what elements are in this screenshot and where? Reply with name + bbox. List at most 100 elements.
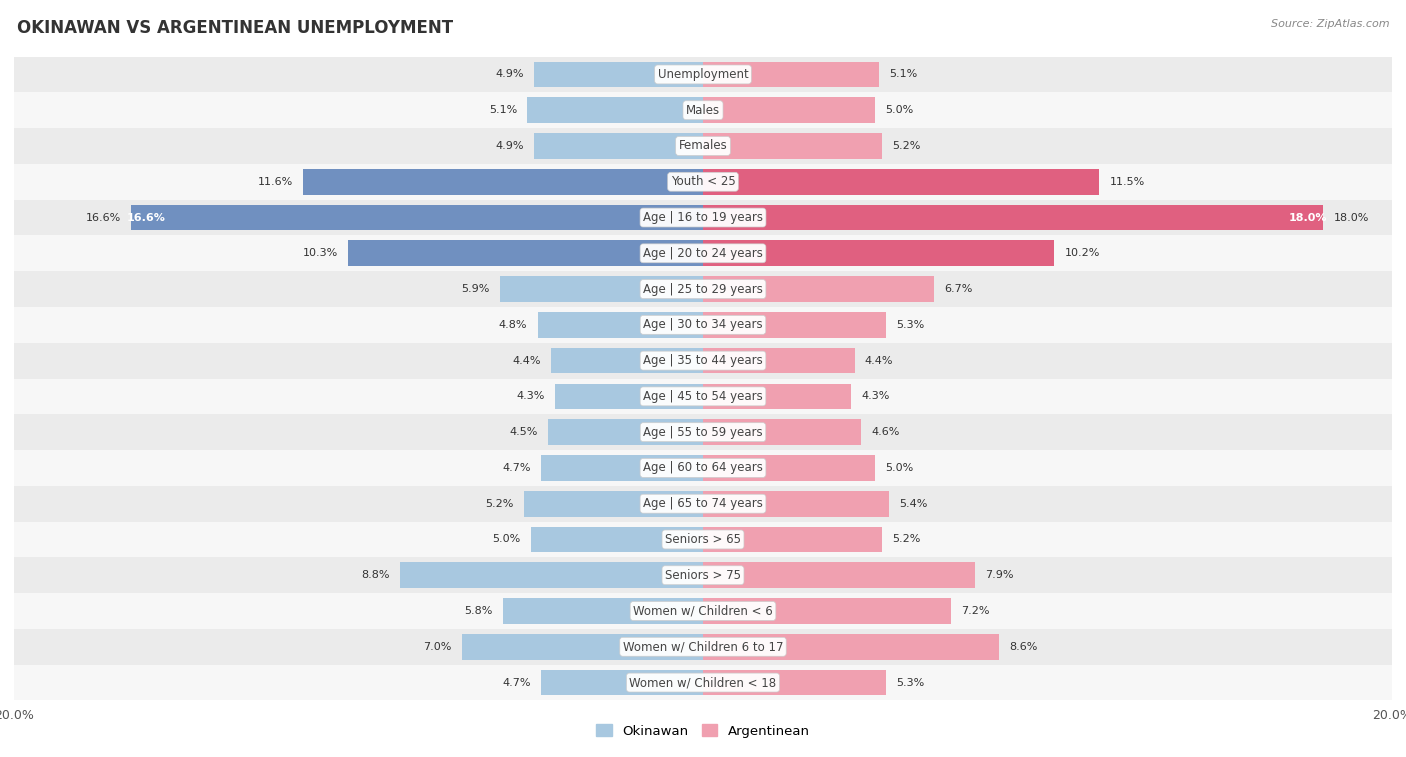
- Text: Age | 30 to 34 years: Age | 30 to 34 years: [643, 319, 763, 332]
- Text: 16.6%: 16.6%: [86, 213, 121, 223]
- Bar: [14, 128, 1392, 164]
- Bar: [541, 670, 703, 696]
- Text: 7.0%: 7.0%: [423, 642, 451, 652]
- Bar: [527, 98, 703, 123]
- Text: Age | 55 to 59 years: Age | 55 to 59 years: [643, 425, 763, 438]
- Text: 5.0%: 5.0%: [886, 105, 914, 115]
- Bar: [14, 522, 1392, 557]
- Bar: [703, 276, 934, 302]
- Text: 5.3%: 5.3%: [896, 678, 924, 687]
- Bar: [14, 92, 1392, 128]
- Text: Unemployment: Unemployment: [658, 68, 748, 81]
- Bar: [14, 307, 1392, 343]
- Text: 4.6%: 4.6%: [872, 427, 900, 437]
- Bar: [14, 629, 1392, 665]
- Text: 4.7%: 4.7%: [502, 678, 531, 687]
- Bar: [703, 204, 1323, 230]
- Bar: [703, 419, 862, 445]
- Text: Women w/ Children < 18: Women w/ Children < 18: [630, 676, 776, 689]
- Bar: [131, 204, 703, 230]
- Text: Females: Females: [679, 139, 727, 152]
- Text: 5.2%: 5.2%: [485, 499, 513, 509]
- Text: 7.9%: 7.9%: [986, 570, 1014, 580]
- Text: Women w/ Children 6 to 17: Women w/ Children 6 to 17: [623, 640, 783, 653]
- Bar: [14, 200, 1392, 235]
- Bar: [703, 169, 1099, 195]
- Bar: [703, 133, 882, 159]
- Text: 4.9%: 4.9%: [495, 70, 524, 79]
- Bar: [304, 169, 703, 195]
- Text: 7.2%: 7.2%: [962, 606, 990, 616]
- Text: Source: ZipAtlas.com: Source: ZipAtlas.com: [1271, 19, 1389, 29]
- Text: 11.6%: 11.6%: [257, 177, 292, 187]
- Bar: [551, 347, 703, 373]
- Bar: [703, 527, 882, 553]
- Text: Age | 16 to 19 years: Age | 16 to 19 years: [643, 211, 763, 224]
- Text: Women w/ Children < 6: Women w/ Children < 6: [633, 605, 773, 618]
- Text: 10.2%: 10.2%: [1064, 248, 1099, 258]
- Text: Seniors > 75: Seniors > 75: [665, 569, 741, 581]
- Text: Age | 60 to 64 years: Age | 60 to 64 years: [643, 462, 763, 475]
- Text: 5.8%: 5.8%: [464, 606, 494, 616]
- Bar: [461, 634, 703, 659]
- Bar: [703, 670, 886, 696]
- Text: OKINAWAN VS ARGENTINEAN UNEMPLOYMENT: OKINAWAN VS ARGENTINEAN UNEMPLOYMENT: [17, 19, 453, 37]
- Text: 5.2%: 5.2%: [893, 141, 921, 151]
- Bar: [703, 455, 875, 481]
- Bar: [703, 491, 889, 516]
- Bar: [14, 378, 1392, 414]
- Bar: [703, 347, 855, 373]
- Text: 6.7%: 6.7%: [945, 284, 973, 294]
- Text: 5.0%: 5.0%: [886, 463, 914, 473]
- Bar: [524, 491, 703, 516]
- Text: 4.3%: 4.3%: [862, 391, 890, 401]
- Text: Age | 45 to 54 years: Age | 45 to 54 years: [643, 390, 763, 403]
- Bar: [14, 557, 1392, 593]
- Text: Youth < 25: Youth < 25: [671, 176, 735, 188]
- Bar: [499, 276, 703, 302]
- Text: 4.3%: 4.3%: [516, 391, 544, 401]
- Text: 5.3%: 5.3%: [896, 320, 924, 330]
- Bar: [531, 527, 703, 553]
- Bar: [14, 414, 1392, 450]
- Text: 5.0%: 5.0%: [492, 534, 520, 544]
- Bar: [534, 133, 703, 159]
- Text: Age | 25 to 29 years: Age | 25 to 29 years: [643, 282, 763, 295]
- Text: 10.3%: 10.3%: [302, 248, 337, 258]
- Text: Age | 20 to 24 years: Age | 20 to 24 years: [643, 247, 763, 260]
- Text: 4.9%: 4.9%: [495, 141, 524, 151]
- Text: 4.4%: 4.4%: [513, 356, 541, 366]
- Text: 8.8%: 8.8%: [361, 570, 389, 580]
- Bar: [548, 419, 703, 445]
- Bar: [14, 57, 1392, 92]
- Bar: [703, 598, 950, 624]
- Text: 5.2%: 5.2%: [893, 534, 921, 544]
- Bar: [703, 241, 1054, 266]
- Text: 8.6%: 8.6%: [1010, 642, 1038, 652]
- Text: Age | 35 to 44 years: Age | 35 to 44 years: [643, 354, 763, 367]
- Bar: [534, 61, 703, 87]
- Bar: [703, 562, 976, 588]
- Bar: [703, 98, 875, 123]
- Bar: [349, 241, 703, 266]
- Text: 4.4%: 4.4%: [865, 356, 893, 366]
- Text: 5.1%: 5.1%: [889, 70, 917, 79]
- Bar: [555, 384, 703, 410]
- Text: 4.8%: 4.8%: [499, 320, 527, 330]
- Text: 11.5%: 11.5%: [1109, 177, 1144, 187]
- Text: 18.0%: 18.0%: [1289, 213, 1327, 223]
- Bar: [703, 634, 1000, 659]
- Legend: Okinawan, Argentinean: Okinawan, Argentinean: [591, 719, 815, 743]
- Bar: [703, 312, 886, 338]
- Text: 18.0%: 18.0%: [1333, 213, 1369, 223]
- Text: 5.4%: 5.4%: [900, 499, 928, 509]
- Bar: [14, 665, 1392, 700]
- Bar: [503, 598, 703, 624]
- Text: Age | 65 to 74 years: Age | 65 to 74 years: [643, 497, 763, 510]
- Bar: [541, 455, 703, 481]
- Text: 4.5%: 4.5%: [509, 427, 537, 437]
- Bar: [703, 61, 879, 87]
- Text: 5.9%: 5.9%: [461, 284, 489, 294]
- Bar: [14, 271, 1392, 307]
- Bar: [14, 593, 1392, 629]
